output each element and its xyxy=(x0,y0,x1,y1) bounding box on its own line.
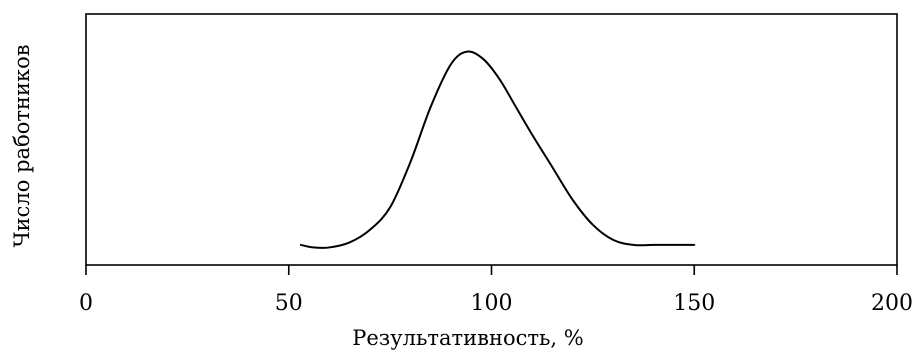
y-axis-label: Число работников xyxy=(10,44,34,247)
plot-frame xyxy=(85,13,898,266)
x-tick-label-150: 150 xyxy=(673,291,715,316)
x-tick-label-200: 200 xyxy=(871,291,913,316)
x-axis-ticks xyxy=(85,265,898,275)
x-axis-tick-labels: 0 50 100 150 200 xyxy=(79,291,913,316)
x-tick-label-100: 100 xyxy=(471,291,513,316)
x-tick-label-50: 50 xyxy=(275,291,303,316)
x-tick-label-0: 0 xyxy=(79,291,93,316)
x-axis-label: Результативность, % xyxy=(352,326,583,350)
series-line xyxy=(299,50,696,249)
